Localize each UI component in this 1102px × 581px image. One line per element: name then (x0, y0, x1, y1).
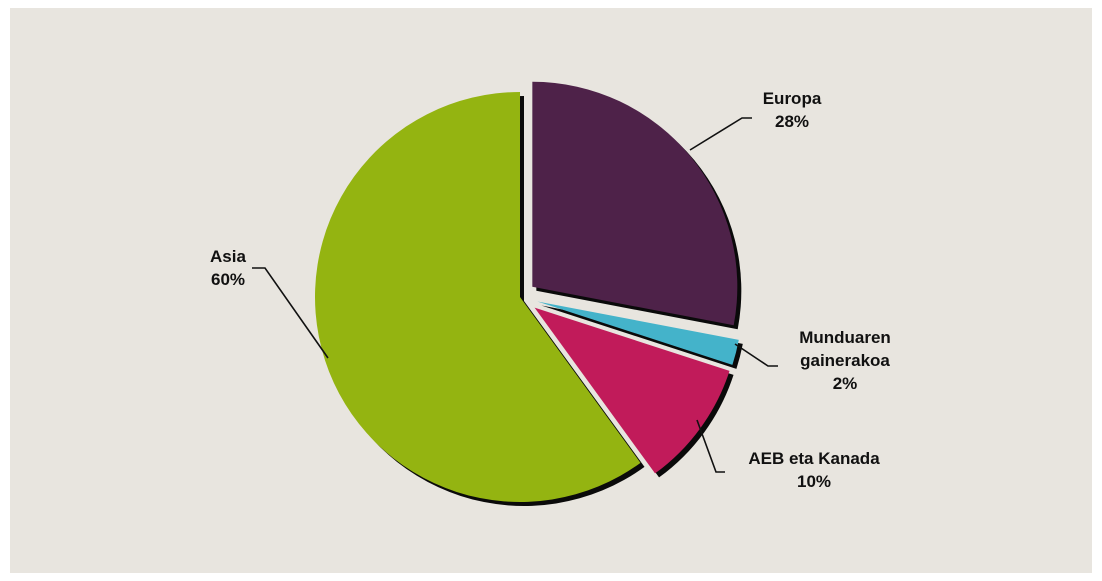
slice-name-asia: Asia (210, 247, 246, 266)
slice-percent-aeb-eta-kanada: 10% (797, 472, 831, 491)
slice-shadow-munduaren-gainerakoa (541, 305, 743, 369)
slice-munduaren-gainerakoa (537, 301, 739, 365)
slice-name-munduaren-gainerakoa: gainerakoa (800, 351, 890, 370)
slice-aeb-eta-kanada (534, 307, 730, 474)
leader-lines (252, 117, 778, 473)
slice-percent-asia: 60% (211, 270, 245, 289)
leader-line-aeb-eta-kanada (696, 419, 725, 473)
slice-name-europa: Europa (763, 89, 822, 108)
slice-label-europa: Europa 28% (763, 89, 822, 131)
slice-label-munduaren-gainerakoa: Munduaren gainerakoa 2% (799, 328, 891, 393)
leader-line-europa (689, 117, 752, 151)
slice-label-aeb-eta-kanada: AEB eta Kanada 10% (748, 449, 880, 491)
leader-line-munduaren-gainerakoa (734, 343, 778, 367)
slice-label-asia: Asia 60% (210, 247, 246, 289)
slice-asia (314, 92, 641, 503)
slice-europa (532, 81, 738, 326)
leader-line-asia (252, 267, 329, 359)
slice-name-munduaren-gainerakoa: Munduaren (799, 328, 891, 347)
slices (314, 81, 739, 503)
slice-percent-europa: 28% (775, 112, 809, 131)
slice-labels: Europa 28% Munduaren gainerakoa 2% AEB eta Ka… (210, 89, 891, 491)
slice-percent-munduaren-gainerakoa: 2% (833, 374, 858, 393)
slice-name-aeb-eta-kanada: AEB eta Kanada (748, 449, 880, 468)
